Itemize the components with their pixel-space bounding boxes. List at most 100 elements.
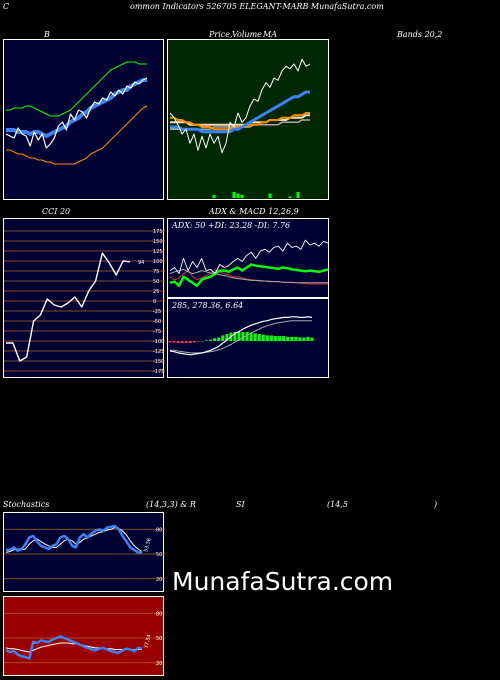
cci-label: CCI 20 (42, 207, 71, 216)
rsi-tick-label: 80 (156, 611, 162, 617)
rsi-signal-line (5, 642, 142, 653)
macd-histogram-bar (306, 336, 310, 341)
cci-tick-label: 25 (153, 289, 159, 295)
header-prefix: C (3, 2, 10, 11)
adx-macd-label: ADX & MACD 12,26,9 (209, 207, 299, 216)
adx-dx-line (169, 239, 329, 275)
rsi-last-label: 37.54 (143, 634, 153, 649)
macd-histogram-bar (294, 336, 298, 341)
volume-bar (236, 193, 240, 198)
rsi-tick-label: 50 (156, 636, 162, 642)
macd-histogram-bar (286, 336, 290, 341)
macd-chart: 285, 278.36, 6.64 (168, 301, 314, 356)
volume-bar (240, 195, 244, 198)
macd-histogram-bar (184, 341, 188, 344)
cci-tick-label: 50 (153, 279, 159, 285)
cci-tick-label: 100 (153, 259, 163, 265)
cci-tick-label: -25 (153, 309, 161, 315)
price-ma-chart (169, 58, 311, 198)
macd-histogram-bar (180, 341, 184, 344)
stoch-tick-label: 80 (156, 527, 162, 533)
stoch-params-label: (14,3,3) & R (146, 500, 196, 509)
macd-histogram-bar (172, 341, 176, 343)
volume-overlay-label: Volume (232, 30, 262, 39)
bollinger-lower-band (6, 105, 148, 165)
macd-line (169, 316, 313, 356)
macd-histogram-bar (200, 341, 204, 342)
macd-histogram-bar (176, 341, 180, 344)
cci-last-label: 94 (138, 260, 144, 266)
bollinger-price (5, 77, 148, 149)
stoch-k-line (6, 524, 142, 554)
cci-tick-label: -75 (153, 329, 161, 335)
macd-values-label: 285, 278.36, 6.64 (171, 301, 243, 310)
volume-bar (212, 195, 216, 198)
stoch-tick-label: 20 (156, 577, 162, 583)
macd-histogram-bar (290, 336, 294, 341)
ma-label: MA (263, 30, 277, 39)
macd-histogram-bar (278, 336, 282, 341)
volume-bar (268, 193, 272, 198)
cci-tick-label: -125 (153, 349, 164, 355)
macd-histogram-bar (209, 339, 213, 341)
adx-values-label: ADX: 50 +DI: 23.28 -DI: 7.76 (171, 221, 290, 230)
macd-histogram-bar (217, 337, 221, 341)
macd-histogram-bar (205, 340, 209, 341)
macd-histogram-bar (273, 336, 277, 341)
stochastics-chart: 80 50 20 53.56 (4, 524, 165, 583)
adx-minus-di-line (169, 270, 328, 285)
header-title: ommon Indicators 526705 ELEGANT-MARB Mun… (130, 2, 384, 11)
cci-tick-label: -175 (153, 369, 164, 375)
rsi-close-label: ) (434, 500, 438, 509)
macd-histogram-bar (233, 331, 237, 341)
macd-histogram-bar (302, 337, 306, 341)
rsi-label: SI (236, 500, 245, 509)
rsi-tick-label: 20 (156, 661, 162, 667)
cci-tick-label: 125 (153, 249, 163, 255)
rsi-panel: 80 50 20 37.54 (3, 596, 165, 676)
cci-chart: 175 150 125 100 75 50 25 0 -25 -50 -75 -100 -125 -150… (4, 229, 165, 375)
macd-histogram-bar (237, 331, 241, 341)
cci-tick-label: -150 (153, 359, 164, 365)
macd-histogram-bar (249, 332, 253, 341)
macd-histogram-bar (298, 337, 302, 341)
volume-bar (296, 192, 300, 198)
bollinger-chart (5, 61, 148, 165)
macd-histogram-bar (168, 341, 172, 343)
price-line (169, 58, 311, 154)
cci-tick-label: -100 (153, 339, 164, 345)
adx-line (169, 268, 328, 284)
macd-histogram-bar (269, 335, 273, 341)
price-ma-label: Price, (209, 30, 233, 39)
bands-label-b: B (44, 30, 50, 39)
stoch-last-label: 53.56 (143, 537, 153, 552)
stochastics-panel: 80 50 20 53.56 (3, 512, 165, 592)
stoch-label: Stochastics (3, 500, 50, 509)
volume-bar (232, 192, 236, 198)
bands-label: Bands 20,2 (397, 30, 443, 39)
cci-tick-label: 75 (153, 269, 159, 275)
cci-line (6, 252, 131, 362)
cci-tick-label: 175 (153, 229, 163, 235)
macd-histogram-bar (253, 333, 257, 341)
watermark-text: MunafaSutra.com (172, 567, 394, 596)
macd-histogram-bar (221, 335, 225, 341)
cci-panel: 175 150 125 100 75 50 25 0 -25 -50 -75 -100 -125 -150… (3, 218, 165, 378)
rsi-line (5, 635, 143, 660)
macd-histogram-bar (188, 341, 192, 344)
price-ma-panel (167, 39, 329, 200)
bollinger-middle-band (6, 78, 147, 138)
bollinger-upper-band (6, 61, 147, 117)
macd-histogram-bar (196, 341, 200, 342)
cci-tick-label: -50 (153, 319, 161, 325)
stoch-tick-label: 50 (156, 552, 162, 558)
macd-histogram-bar (245, 331, 249, 341)
rsi-params-label: (14,5 (327, 500, 348, 509)
bollinger-panel (3, 39, 164, 200)
macd-histogram-bar (310, 337, 314, 341)
macd-histogram-bar (213, 338, 217, 341)
cci-tick-label: 0 (153, 299, 156, 305)
ma-line-short (170, 90, 310, 134)
volume-bar (288, 196, 292, 198)
cci-tick-label: 150 (153, 239, 163, 245)
